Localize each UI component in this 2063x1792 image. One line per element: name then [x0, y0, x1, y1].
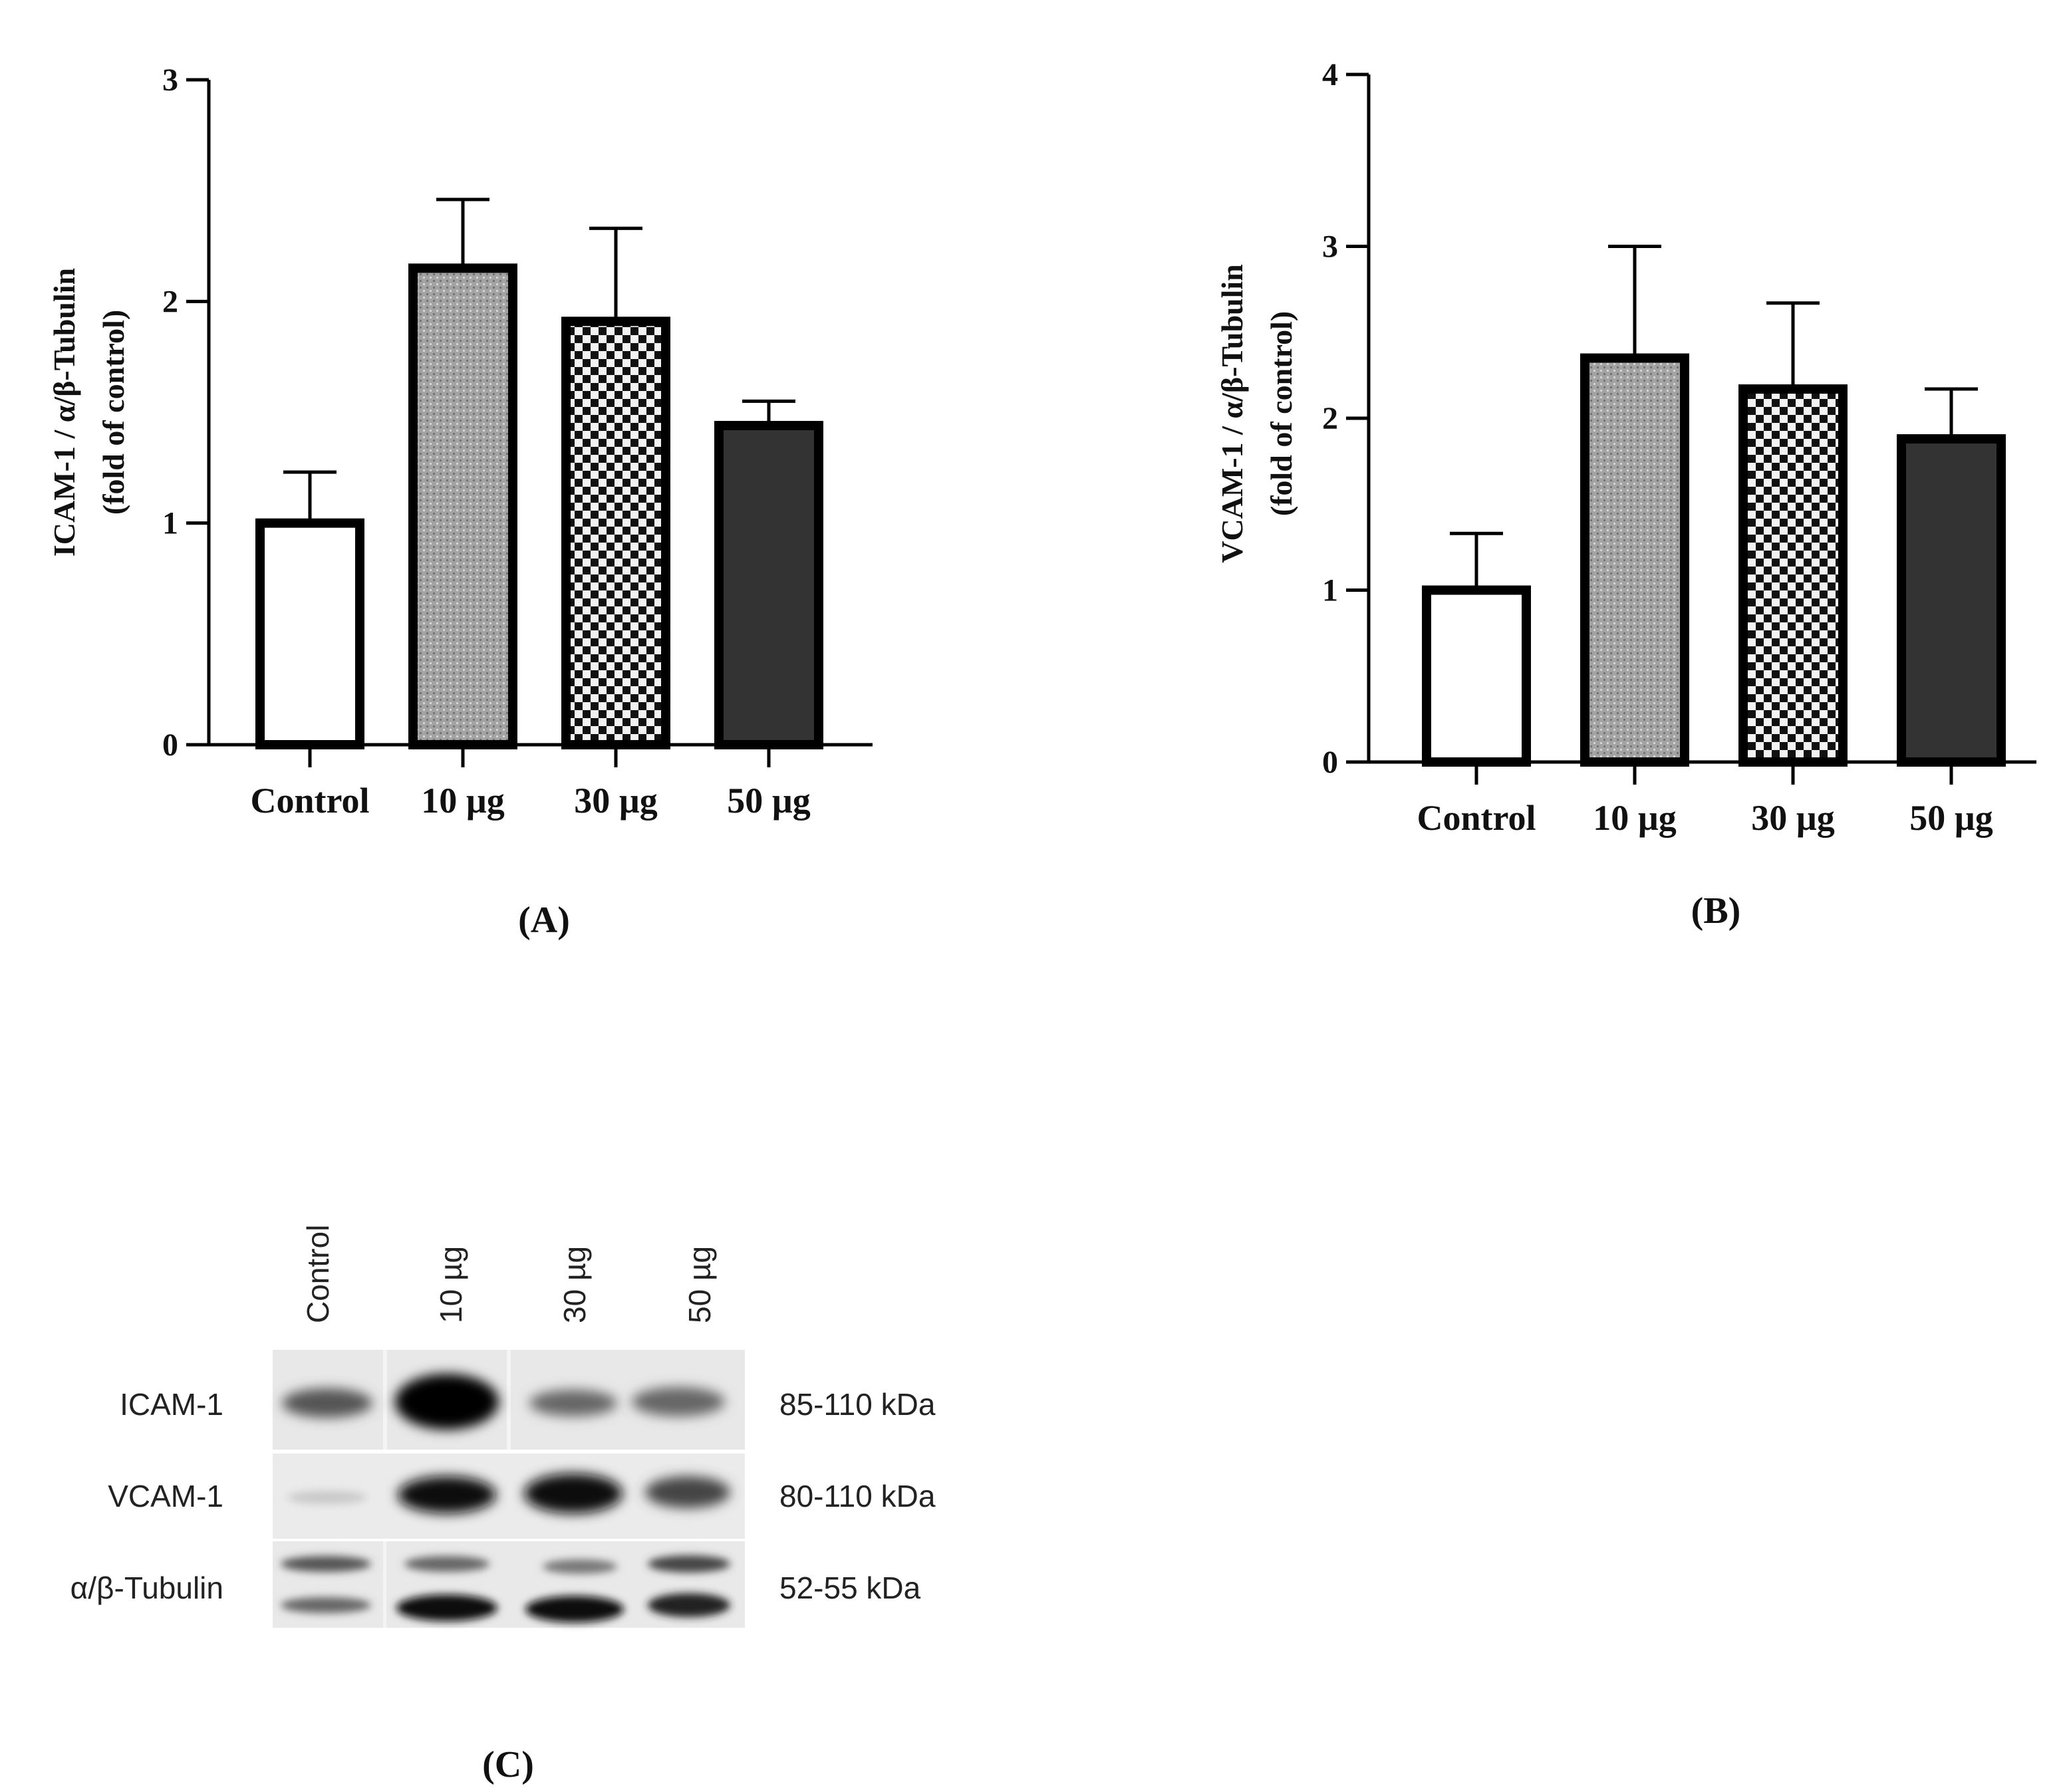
blot-strip-icam	[273, 1350, 745, 1450]
y-tick-label-a-2: 2	[162, 284, 178, 319]
band-tubulin-10ug-upper	[404, 1556, 489, 1572]
western-blot: Control 10 µg 30 µg 50 µg ICAM-1 VCAM-1 …	[70, 1225, 936, 1785]
blot-strip-vcam	[273, 1454, 745, 1539]
size-label-tubulin: 52-55 kDa	[779, 1571, 921, 1605]
row-label-vcam: VCAM-1	[108, 1479, 223, 1513]
x-tick-label-b-control: Control	[1417, 798, 1536, 838]
icam-bar-chart: 0 1 2 3 Control 10 µg 30 µg 50 µg ICAM-1 / α/β-…	[47, 63, 873, 941]
chart-b-ylabel-line1: VCAM-1 / α/β-Tubulin	[1215, 264, 1249, 563]
bar-a-10ug	[408, 263, 517, 750]
band-tubulin-50ug-upper	[648, 1555, 730, 1573]
y-tick-label-a-0: 0	[162, 727, 178, 763]
bar-b-50ug	[1897, 434, 2006, 767]
band-tubulin-control-upper	[281, 1556, 371, 1572]
size-label-icam: 85-110 kDa	[779, 1387, 936, 1422]
x-tick-label-b-10ug: 10 µg	[1593, 798, 1677, 838]
blot-strip-tubulin	[273, 1541, 745, 1628]
chart-b-ylabel-line2: (fold of control)	[1264, 311, 1298, 516]
y-tick-label-b-0: 0	[1322, 745, 1338, 780]
chart-a-marks: 0 1 2 3 Control 10 µg 30 µg 50 µg	[162, 63, 873, 821]
band-vcam-30ug	[524, 1473, 622, 1513]
y-tick-label-a-1: 1	[162, 506, 178, 541]
bar-a-50ug	[714, 421, 823, 749]
bar-b-10ug	[1580, 353, 1689, 767]
band-icam-30ug	[529, 1390, 617, 1416]
x-tick-label-a-control: Control	[250, 781, 369, 821]
lane-label-control: Control	[301, 1225, 335, 1323]
band-vcam-control	[287, 1491, 367, 1504]
band-vcam-50ug	[645, 1476, 730, 1508]
vcam-bar-chart: 0 1 2 3 4 Control 10 µg 30 µg 50 µg VCAM-1 / α/β…	[1215, 57, 2036, 932]
y-tick-label-b-1: 1	[1322, 573, 1338, 608]
bar-b-control	[1422, 585, 1531, 767]
x-tick-label-b-50ug: 50 µg	[1909, 798, 1993, 838]
band-tubulin-control-lower	[281, 1597, 371, 1613]
row-label-icam: ICAM-1	[120, 1387, 223, 1422]
row-label-tubulin: α/β-Tubulin	[70, 1571, 223, 1605]
y-tick-label-b-4: 4	[1322, 57, 1338, 92]
band-vcam-10ug	[398, 1476, 496, 1513]
band-icam-10ug	[395, 1374, 499, 1430]
y-tick-label-b-2: 2	[1322, 401, 1338, 436]
x-tick-label-b-30ug: 30 µg	[1751, 798, 1835, 838]
y-tick-label-a-3: 3	[162, 63, 178, 98]
x-tick-label-a-50ug: 50 µg	[727, 781, 811, 821]
band-tubulin-50ug-lower	[648, 1593, 730, 1617]
x-tick-label-a-30ug: 30 µg	[574, 781, 658, 821]
chart-a-ylabel-line2: (fold of control)	[96, 310, 130, 515]
chart-a-ylabel-line1: ICAM-1 / α/β-Tubulin	[47, 268, 81, 557]
lane-label-30ug: 30 µg	[557, 1246, 592, 1323]
size-label-vcam: 80-110 kDa	[779, 1479, 936, 1513]
x-tick-label-a-10ug: 10 µg	[421, 781, 505, 821]
chart-a-panel-label: (A)	[518, 900, 570, 941]
band-tubulin-30ug-lower	[525, 1596, 624, 1622]
band-tubulin-30ug-upper	[543, 1559, 617, 1574]
chart-b-panel-label: (B)	[1691, 890, 1741, 932]
bar-a-30ug	[561, 317, 670, 750]
band-icam-control	[282, 1388, 372, 1418]
blot-panel-label: (C)	[482, 1744, 534, 1785]
lane-label-10ug: 10 µg	[434, 1246, 468, 1323]
bar-b-30ug	[1738, 384, 1848, 767]
chart-b-marks: 0 1 2 3 4 Control 10 µg 30 µg 50 µg	[1322, 57, 2036, 838]
band-icam-50ug	[632, 1387, 725, 1416]
y-tick-label-b-3: 3	[1322, 229, 1338, 265]
bar-a-control	[255, 518, 364, 750]
band-tubulin-10ug-lower	[396, 1595, 497, 1621]
lane-label-50ug: 50 µg	[682, 1246, 717, 1323]
